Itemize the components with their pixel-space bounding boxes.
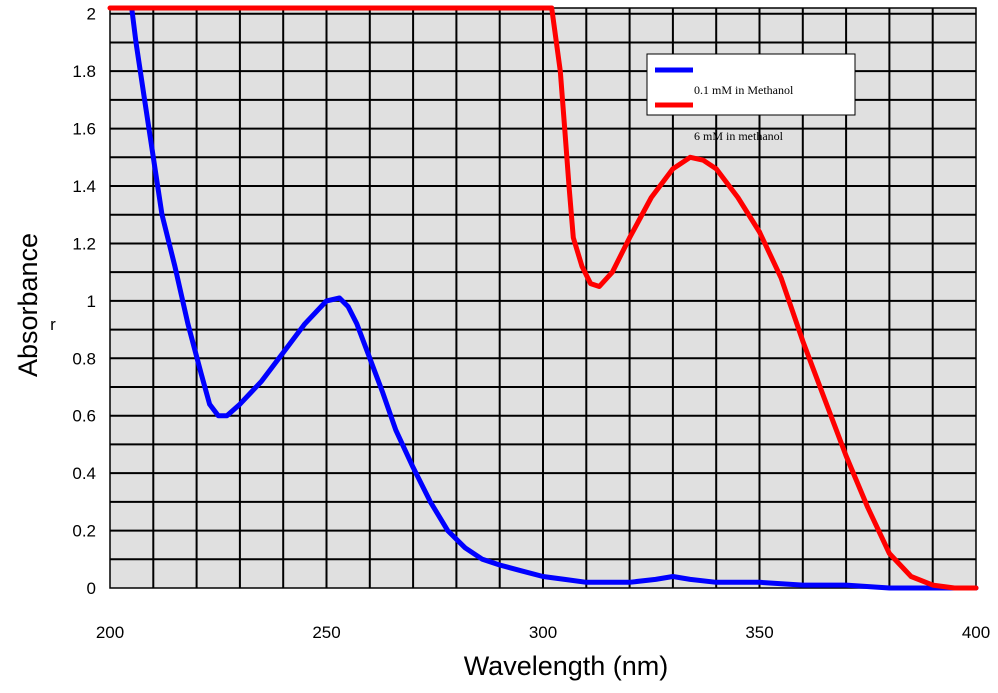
legend: 0.1 mM in Methanol 6 mM in methanol [646,53,856,143]
x-axis-title: Wavelength (nm) [464,651,669,681]
y-tick-label: 1.2 [72,234,96,253]
y-tick-label: 1.4 [72,177,96,196]
y-tick-label: 1.8 [72,62,96,81]
x-tick-label: 200 [96,623,124,642]
y-tick-labels: 0 0.2 0.4 0.6 0.8 1 1.2 1.4 1.6 1.8 2 [72,5,96,598]
y-tick-label: 1.6 [72,120,96,139]
series-line-2 [107,5,979,591]
x-tick-label: 250 [312,623,340,642]
y-tick-label: 2 [87,5,96,24]
y-tick-label: 0.6 [72,407,96,426]
y-tick-label: 0.8 [72,349,96,368]
y-tick-label: 0 [87,579,96,598]
x-tick-labels: 200 250 300 350 400 [96,623,990,642]
x-tick-label: 350 [745,623,773,642]
x-tick-label: 300 [529,623,557,642]
y-tick-label: 0.2 [72,522,96,541]
y-axis-title-subscript: r [50,315,56,334]
grid-lines [110,8,976,588]
x-tick-label: 400 [962,623,990,642]
legend-label-series-1: 0.1 mM in Methanol [694,83,794,97]
y-tick-label: 1 [87,292,96,311]
y-tick-label: 0.4 [72,464,96,483]
series-line-1 [129,5,979,591]
legend-label-series-2: 6 mM in methanol [694,129,784,143]
series-lines [107,5,979,591]
y-axis-title: Absorbance [13,233,43,377]
